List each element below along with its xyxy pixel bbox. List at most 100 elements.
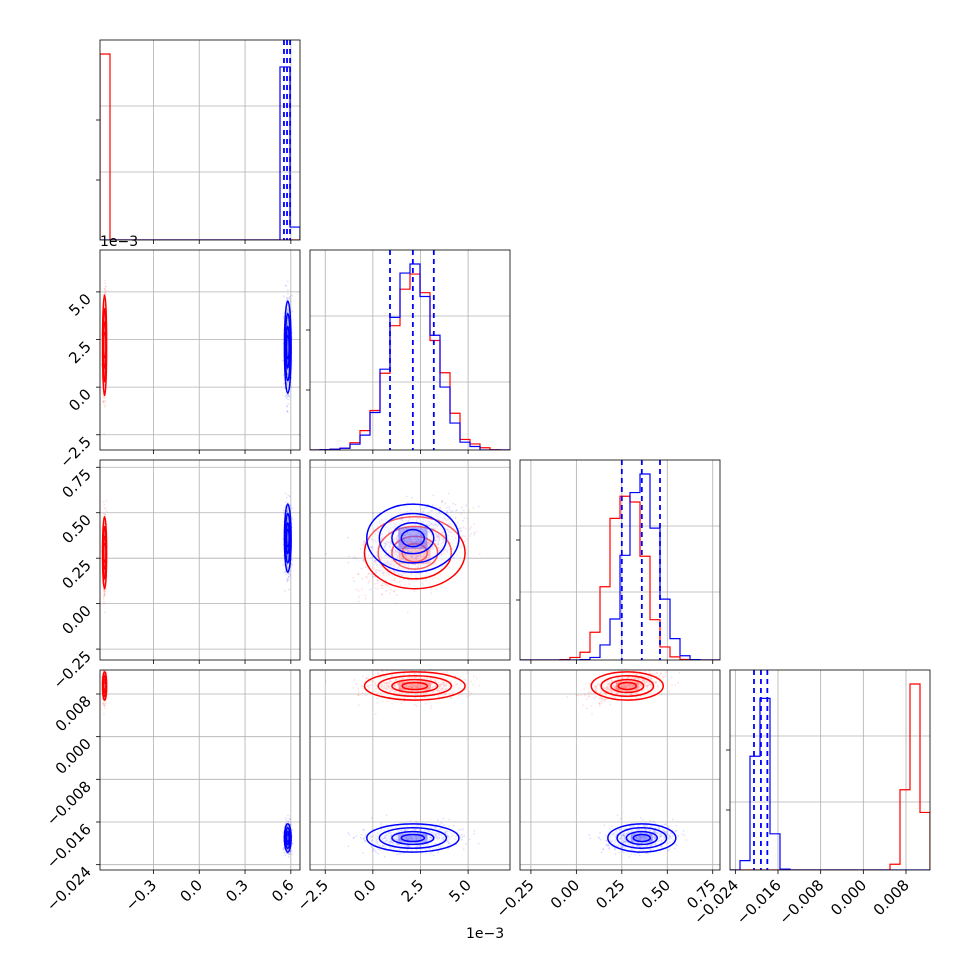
sample-point	[286, 343, 289, 346]
sample-point	[463, 517, 466, 519]
sample-point	[286, 515, 289, 518]
sample-point	[386, 570, 389, 572]
sample-point	[286, 509, 289, 512]
sample-point	[103, 340, 106, 343]
sample-point	[104, 292, 107, 294]
panel-frame	[99, 249, 301, 451]
sample-point	[392, 565, 395, 568]
sample-point	[415, 547, 418, 550]
sample-point	[448, 508, 451, 511]
sample-point	[286, 349, 289, 352]
sample-point	[286, 555, 289, 557]
panel-frame	[99, 459, 301, 661]
sample-point	[288, 395, 291, 397]
sample-point	[288, 495, 291, 498]
sample-point	[103, 547, 106, 550]
sample-point	[462, 526, 465, 528]
sample-point	[103, 346, 106, 349]
sample-point	[286, 535, 289, 537]
sample-point	[393, 579, 396, 582]
sample-point	[286, 541, 289, 544]
sample-point	[282, 359, 284, 362]
sample-point	[369, 565, 372, 567]
sample-point	[376, 579, 379, 581]
sample-point	[374, 587, 377, 589]
sample-point	[286, 531, 289, 534]
sample-point	[286, 319, 289, 321]
sample-point	[406, 611, 409, 614]
sample-point	[381, 582, 384, 585]
sample-point	[287, 310, 290, 313]
sample-point	[286, 542, 289, 545]
sample-point	[456, 521, 459, 524]
sample-point	[367, 573, 370, 576]
density-core	[103, 541, 106, 565]
panel-2-1	[309, 459, 511, 664]
sample-point	[282, 295, 285, 298]
sample-point	[103, 553, 106, 556]
sample-point	[325, 553, 327, 555]
sample-point	[454, 503, 457, 506]
sample-point	[103, 347, 106, 350]
sample-point	[288, 298, 291, 301]
sample-point	[364, 594, 367, 597]
sample-point	[103, 548, 106, 551]
sample-point	[362, 544, 364, 546]
sample-point	[286, 321, 289, 324]
sample-point	[103, 344, 106, 346]
sample-point	[410, 533, 413, 535]
sample-point	[287, 342, 289, 345]
sample-point	[103, 339, 106, 341]
sample-point	[286, 404, 289, 407]
sample-point	[287, 537, 289, 540]
sample-point	[287, 556, 290, 558]
sample-point	[103, 555, 106, 558]
sample-point	[103, 589, 106, 591]
y-tick-label: 0.50	[58, 511, 94, 547]
sample-point	[372, 573, 375, 576]
sample-point	[395, 602, 398, 605]
sample-point	[103, 548, 106, 551]
sample-point	[286, 532, 289, 535]
sample-point	[286, 348, 289, 351]
sample-point	[377, 588, 379, 590]
sample-point	[286, 536, 289, 539]
sample-point	[287, 555, 289, 558]
density-core	[286, 332, 289, 362]
sample-point	[429, 582, 431, 585]
sample-point	[286, 510, 289, 512]
sample-point	[286, 348, 289, 351]
sample-point	[103, 593, 106, 596]
sample-point	[368, 579, 371, 582]
sample-point	[104, 396, 107, 399]
sample-point	[381, 593, 384, 596]
sample-point	[103, 554, 106, 557]
sample-point	[282, 512, 285, 515]
sample-point	[287, 346, 289, 349]
sample-point	[286, 343, 289, 346]
sample-point	[435, 535, 438, 538]
sample-point	[103, 554, 106, 557]
sample-point	[291, 507, 294, 509]
sample-point	[103, 341, 106, 343]
sample-point	[441, 544, 443, 547]
sample-point	[103, 550, 106, 553]
sample-point	[287, 289, 289, 292]
sample-point	[413, 538, 416, 541]
sample-point	[411, 540, 413, 542]
sample-point	[286, 350, 289, 353]
sample-point	[103, 555, 106, 558]
sample-point	[367, 581, 370, 584]
sample-point	[444, 502, 447, 505]
sample-point	[103, 548, 106, 551]
sample-point	[104, 589, 107, 592]
sample-point	[103, 611, 106, 614]
sample-point	[102, 595, 105, 598]
sample-point	[386, 559, 389, 562]
sample-point	[103, 550, 106, 553]
sample-point	[286, 309, 289, 312]
sample-point	[287, 494, 290, 497]
sample-point	[472, 507, 475, 509]
sample-point	[434, 540, 437, 542]
sample-point	[103, 555, 106, 558]
